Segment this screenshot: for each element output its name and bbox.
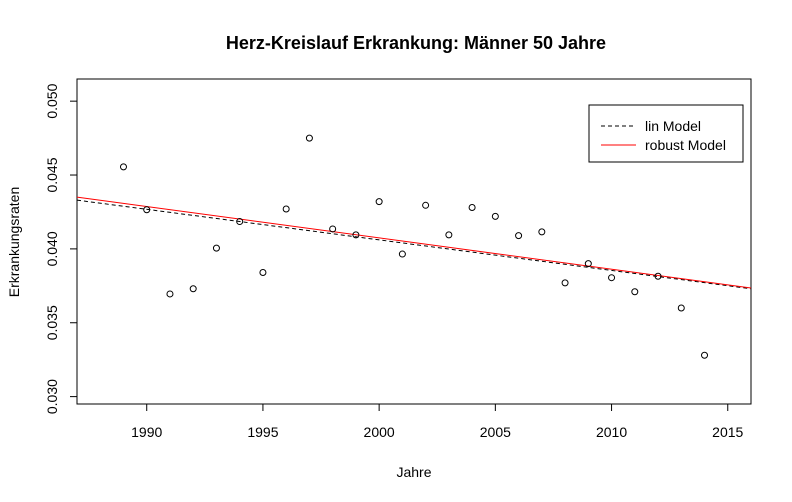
x-tick-label: 2000 — [364, 424, 395, 440]
data-point — [538, 228, 546, 236]
data-point — [259, 269, 267, 277]
y-tick-label: 0.035 — [44, 305, 60, 340]
data-point — [445, 231, 453, 239]
x-tick-label: 1995 — [247, 424, 278, 440]
data-point — [561, 279, 569, 287]
y-axis: 0.030 0.035 0.040 0.045 0.050 — [44, 83, 78, 414]
x-tick-label: 2005 — [480, 424, 511, 440]
y-tick-label: 0.050 — [44, 83, 60, 118]
legend-label-lin-model: lin Model — [645, 118, 701, 134]
data-point — [631, 288, 639, 296]
y-tick-label: 0.030 — [44, 379, 60, 414]
x-tick-label: 2010 — [596, 424, 627, 440]
data-point — [491, 212, 499, 220]
data-point — [119, 163, 127, 171]
x-tick-label: 2015 — [712, 424, 743, 440]
data-point — [515, 232, 523, 240]
data-point — [236, 218, 244, 226]
y-tick-label: 0.045 — [44, 157, 60, 192]
lin-model-line — [76, 199, 752, 290]
data-point — [375, 198, 383, 206]
data-point — [282, 205, 290, 213]
legend-label-robust-model: robust Model — [645, 137, 726, 153]
data-point — [329, 225, 337, 233]
x-axis: 1990 1995 2000 2005 2010 2015 — [131, 403, 744, 440]
data-point — [422, 201, 430, 209]
data-point — [189, 285, 197, 293]
legend: lin Model robust Model — [588, 104, 744, 163]
data-point — [468, 204, 476, 212]
x-tick-label: 1990 — [131, 424, 162, 440]
data-point — [212, 244, 220, 252]
fit-lines — [76, 196, 752, 290]
data-point — [608, 274, 616, 282]
y-axis-label: Erkrankungsraten — [6, 187, 22, 298]
legend-box — [588, 104, 744, 163]
data-points — [119, 134, 709, 359]
y-tick-label: 0.040 — [44, 231, 60, 266]
data-point — [654, 272, 662, 280]
data-point — [166, 290, 174, 298]
chart-title: Herz-Kreislauf Erkrankung: Männer 50 Jah… — [226, 33, 606, 53]
data-point — [143, 206, 151, 214]
robust-model-line — [76, 196, 752, 289]
data-point — [398, 250, 406, 258]
data-point — [701, 351, 709, 359]
data-point — [305, 134, 313, 142]
x-axis-label: Jahre — [396, 464, 431, 480]
data-point — [677, 304, 685, 312]
data-point — [584, 260, 592, 268]
data-point — [352, 231, 360, 239]
